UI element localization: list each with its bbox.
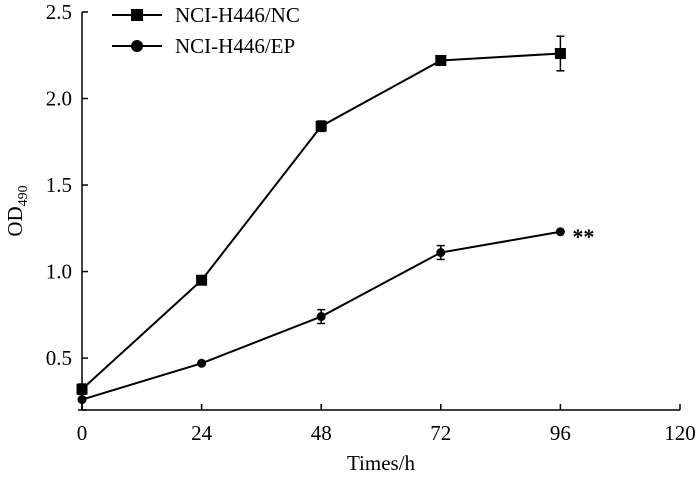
y-tick-label: 0.5 (46, 346, 72, 370)
x-tick-label: 120 (664, 421, 696, 445)
x-tick-label: 48 (311, 421, 332, 445)
x-tick-label: 24 (191, 421, 213, 445)
legend-marker-square (131, 9, 143, 21)
legend: NCI-H446/NC NCI-H446/EP (112, 3, 300, 58)
x-tick-label: 72 (430, 421, 451, 445)
x-tick-label: 0 (77, 421, 88, 445)
axes (81, 12, 680, 411)
y-tick-label: 2.0 (46, 87, 72, 111)
data-point-circle (77, 395, 87, 405)
y-axis-title-subscript: 490 (16, 185, 31, 206)
data-point-circle (555, 227, 565, 237)
x-tick-label: 96 (550, 421, 571, 445)
ticks: 0 24 48 72 96 120 0.5 1.0 1.5 2.0 2.5 (46, 0, 696, 445)
annotations: ** (572, 224, 594, 249)
data-point-circle (197, 358, 207, 368)
x-axis-title: Times/h (347, 451, 416, 475)
y-axis-title: OD490 (3, 185, 31, 236)
legend-label-ep: NCI-H446/EP (175, 34, 295, 58)
data-point-square (554, 48, 566, 60)
data-point-circle (436, 248, 446, 258)
y-tick-label: 1.5 (46, 173, 72, 197)
y-tick-label: 1.0 (46, 260, 72, 284)
y-axis-title-main: OD (3, 206, 27, 236)
legend-marker-circle (131, 40, 143, 52)
series-line-nci-h446-nc (81, 52, 561, 390)
data-point-circle (316, 312, 326, 322)
legend-label-nc: NCI-H446/NC (175, 3, 300, 27)
data-point-square (315, 120, 327, 132)
y-tick-label: 2.5 (46, 0, 72, 24)
data-point-square (435, 54, 447, 66)
significance-annotation: ** (572, 224, 594, 249)
series-layer (76, 35, 566, 411)
data-point-square (196, 274, 208, 286)
